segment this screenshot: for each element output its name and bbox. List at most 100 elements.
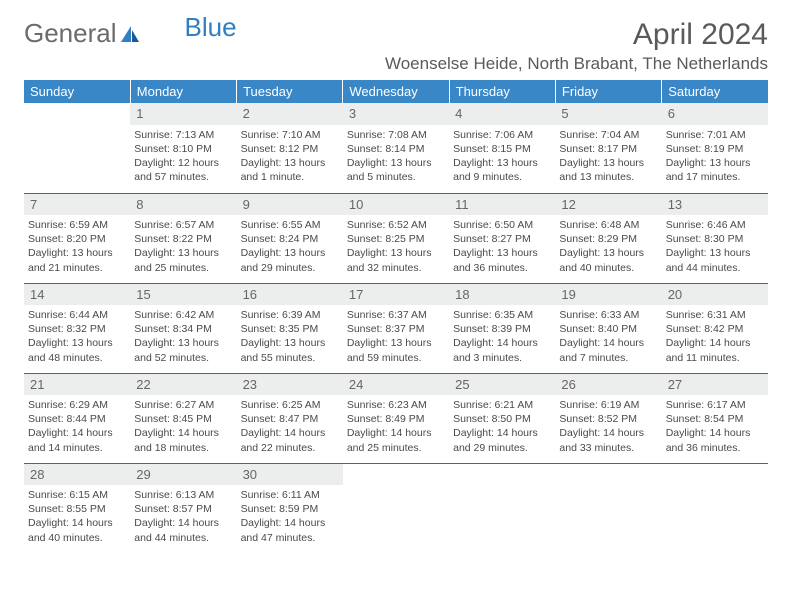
daylight1-text: Daylight: 13 hours [241,156,339,170]
daylight2-text: and 18 minutes. [134,441,232,455]
day-number: 17 [343,284,449,306]
sunset-text: Sunset: 8:22 PM [134,232,232,246]
day-number: 3 [343,103,449,125]
calendar-day-cell: 28Sunrise: 6:15 AMSunset: 8:55 PMDayligh… [24,463,130,553]
calendar-day-cell [555,463,661,553]
sunset-text: Sunset: 8:49 PM [347,412,445,426]
day-number: 25 [449,374,555,396]
sunrise-text: Sunrise: 6:35 AM [453,308,551,322]
day-number: 26 [555,374,661,396]
sunrise-text: Sunrise: 6:25 AM [241,398,339,412]
calendar-week-row: 1Sunrise: 7:13 AMSunset: 8:10 PMDaylight… [24,103,768,193]
calendar-day-cell: 9Sunrise: 6:55 AMSunset: 8:24 PMDaylight… [237,193,343,283]
daylight1-text: Daylight: 14 hours [241,426,339,440]
header: General Blue April 2024 [24,18,768,52]
calendar-day-cell: 8Sunrise: 6:57 AMSunset: 8:22 PMDaylight… [130,193,236,283]
calendar-day-cell: 26Sunrise: 6:19 AMSunset: 8:52 PMDayligh… [555,373,661,463]
calendar-day-cell: 18Sunrise: 6:35 AMSunset: 8:39 PMDayligh… [449,283,555,373]
daylight1-text: Daylight: 12 hours [134,156,232,170]
sunset-text: Sunset: 8:25 PM [347,232,445,246]
sunrise-text: Sunrise: 6:33 AM [559,308,657,322]
sunrise-text: Sunrise: 6:46 AM [666,218,764,232]
day-number: 27 [662,374,768,396]
daylight2-text: and 32 minutes. [347,261,445,275]
calendar-day-cell [343,463,449,553]
daylight1-text: Daylight: 14 hours [559,426,657,440]
calendar-day-cell: 25Sunrise: 6:21 AMSunset: 8:50 PMDayligh… [449,373,555,463]
weekday-header-row: Sunday Monday Tuesday Wednesday Thursday… [24,80,768,103]
daylight1-text: Daylight: 13 hours [559,246,657,260]
day-number: 2 [237,103,343,125]
sunset-text: Sunset: 8:54 PM [666,412,764,426]
daylight2-text: and 5 minutes. [347,170,445,184]
calendar-day-cell: 12Sunrise: 6:48 AMSunset: 8:29 PMDayligh… [555,193,661,283]
sunset-text: Sunset: 8:12 PM [241,142,339,156]
calendar-day-cell: 13 Sunrise: 6:46 AMSunset: 8:30 PMDayligh… [662,193,768,283]
daylight1-text: Daylight: 13 hours [559,156,657,170]
calendar-day-cell: 27Sunrise: 6:17 AMSunset: 8:54 PMDayligh… [662,373,768,463]
sunrise-text: Sunrise: 6:13 AM [134,488,232,502]
sunset-text: Sunset: 8:19 PM [666,142,764,156]
sunset-text: Sunset: 8:59 PM [241,502,339,516]
day-number: 18 [449,284,555,306]
daylight2-text: and 44 minutes. [134,531,232,545]
page-title: April 2024 [633,18,768,52]
sunrise-text: Sunrise: 6:42 AM [134,308,232,322]
calendar-day-cell: 11Sunrise: 6:50 AMSunset: 8:27 PMDayligh… [449,193,555,283]
daylight2-text: and 17 minutes. [666,170,764,184]
calendar-day-cell: 14Sunrise: 6:44 AMSunset: 8:32 PMDayligh… [24,283,130,373]
sunrise-text: Sunrise: 6:55 AM [241,218,339,232]
day-number: 9 [237,194,343,216]
daylight2-text: and 40 minutes. [28,531,126,545]
calendar-day-cell: 6Sunrise: 7:01 AMSunset: 8:19 PMDaylight… [662,103,768,193]
daylight1-text: Daylight: 13 hours [666,246,764,260]
sunset-text: Sunset: 8:30 PM [666,232,764,246]
sunset-text: Sunset: 8:44 PM [28,412,126,426]
daylight1-text: Daylight: 14 hours [241,516,339,530]
calendar-table: Sunday Monday Tuesday Wednesday Thursday… [24,80,768,553]
day-number: 23 [237,374,343,396]
sunset-text: Sunset: 8:57 PM [134,502,232,516]
daylight2-text: and 57 minutes. [134,170,232,184]
calendar-day-cell: 16Sunrise: 6:39 AMSunset: 8:35 PMDayligh… [237,283,343,373]
calendar-day-cell: 7Sunrise: 6:59 AMSunset: 8:20 PMDaylight… [24,193,130,283]
daylight1-text: Daylight: 13 hours [241,336,339,350]
calendar-day-cell: 17Sunrise: 6:37 AMSunset: 8:37 PMDayligh… [343,283,449,373]
sunset-text: Sunset: 8:55 PM [28,502,126,516]
daylight2-text: and 11 minutes. [666,351,764,365]
daylight1-text: Daylight: 14 hours [666,426,764,440]
daylight2-text: and 33 minutes. [559,441,657,455]
sunrise-text: Sunrise: 6:27 AM [134,398,232,412]
sunset-text: Sunset: 8:50 PM [453,412,551,426]
calendar-day-cell: 24Sunrise: 6:23 AMSunset: 8:49 PMDayligh… [343,373,449,463]
sunset-text: Sunset: 8:39 PM [453,322,551,336]
sunrise-text: Sunrise: 7:04 AM [559,128,657,142]
daylight1-text: Daylight: 14 hours [559,336,657,350]
weekday-header: Monday [130,80,236,103]
calendar-day-cell: 20Sunrise: 6:31 AMSunset: 8:42 PMDayligh… [662,283,768,373]
day-number: 29 [130,464,236,486]
weekday-header: Sunday [24,80,130,103]
daylight2-text: and 52 minutes. [134,351,232,365]
brand-part2: Blue [185,12,237,43]
daylight2-text: and 22 minutes. [241,441,339,455]
calendar-day-cell: 5Sunrise: 7:04 AMSunset: 8:17 PMDaylight… [555,103,661,193]
day-number: 5 [555,103,661,125]
day-number: 13 [662,194,768,216]
weekday-header: Tuesday [237,80,343,103]
daylight2-text: and 25 minutes. [134,261,232,275]
sunrise-text: Sunrise: 6:19 AM [559,398,657,412]
calendar-day-cell: 30Sunrise: 6:11 AMSunset: 8:59 PMDayligh… [237,463,343,553]
daylight1-text: Daylight: 13 hours [134,336,232,350]
daylight2-text: and 47 minutes. [241,531,339,545]
day-number: 11 [449,194,555,216]
daylight2-text: and 9 minutes. [453,170,551,184]
calendar-day-cell: 29Sunrise: 6:13 AMSunset: 8:57 PMDayligh… [130,463,236,553]
calendar-day-cell: 15Sunrise: 6:42 AMSunset: 8:34 PMDayligh… [130,283,236,373]
day-number: 30 [237,464,343,486]
sunrise-text: Sunrise: 7:01 AM [666,128,764,142]
daylight2-text: and 21 minutes. [28,261,126,275]
daylight1-text: Daylight: 13 hours [241,246,339,260]
sunrise-text: Sunrise: 6:23 AM [347,398,445,412]
sunrise-text: Sunrise: 7:10 AM [241,128,339,142]
